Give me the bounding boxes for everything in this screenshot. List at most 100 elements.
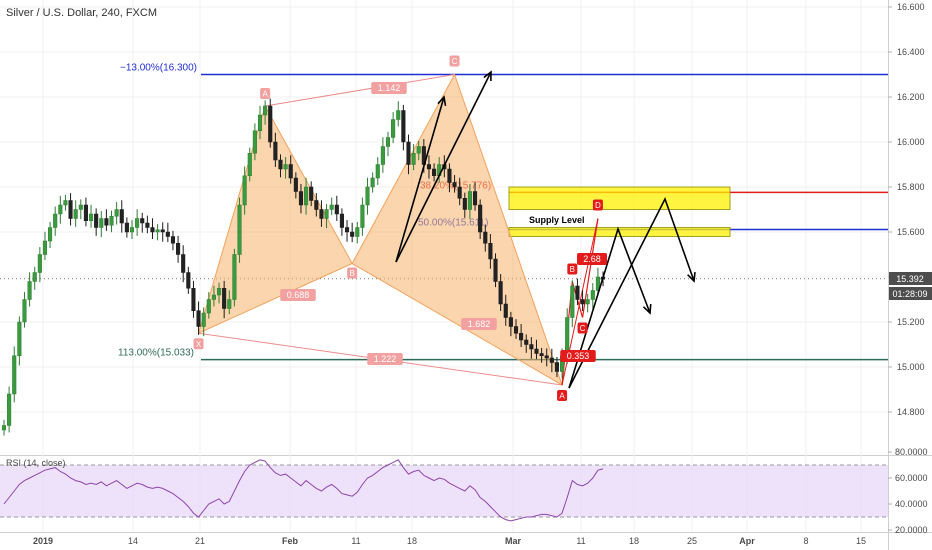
pattern-triangle-bcd[interactable]	[351, 73, 563, 387]
projection-arrow-up[interactable]	[395, 96, 445, 263]
candle[interactable]	[508, 317, 513, 327]
candle[interactable]	[83, 204, 88, 221]
candle[interactable]	[319, 209, 324, 219]
candle[interactable]	[22, 299, 27, 323]
candle[interactable]	[350, 231, 355, 237]
candle[interactable]	[570, 285, 575, 318]
candle[interactable]	[334, 204, 339, 215]
candle[interactable]	[585, 299, 590, 305]
candle[interactable]	[196, 310, 201, 327]
candle[interactable]	[37, 254, 42, 273]
candle[interactable]	[7, 393, 12, 426]
candle[interactable]	[462, 198, 467, 210]
candle[interactable]	[529, 344, 534, 350]
candle[interactable]	[339, 213, 344, 228]
candle[interactable]	[27, 281, 32, 300]
candle[interactable]	[58, 204, 63, 215]
candle[interactable]	[360, 204, 365, 228]
candle[interactable]	[483, 231, 488, 244]
candle[interactable]	[145, 222, 150, 228]
candle[interactable]	[595, 276, 600, 291]
candle[interactable]	[432, 168, 437, 176]
candle[interactable]	[155, 229, 160, 233]
candle[interactable]	[498, 281, 503, 305]
candle[interactable]	[380, 146, 385, 165]
candle[interactable]	[554, 362, 560, 372]
candle[interactable]	[206, 299, 211, 314]
candle[interactable]	[457, 186, 462, 199]
candle[interactable]	[288, 164, 293, 179]
candle[interactable]	[186, 272, 191, 289]
candle[interactable]	[237, 204, 242, 255]
candle[interactable]	[222, 288, 227, 309]
candle[interactable]	[344, 227, 350, 233]
candle[interactable]	[68, 200, 73, 219]
candle[interactable]	[232, 254, 237, 300]
candle[interactable]	[549, 357, 554, 363]
candle[interactable]	[365, 186, 370, 206]
candle[interactable]	[304, 186, 309, 206]
candle[interactable]	[268, 105, 273, 143]
candle[interactable]	[42, 240, 48, 255]
candle[interactable]	[298, 191, 304, 206]
projection-line-bc[interactable]	[395, 71, 492, 263]
candle[interactable]	[216, 288, 222, 296]
candle[interactable]	[524, 339, 529, 345]
candle[interactable]	[416, 146, 421, 154]
candle[interactable]	[503, 303, 508, 318]
candle[interactable]	[355, 227, 360, 237]
candle[interactable]	[396, 110, 401, 120]
projection-arrow-1[interactable]	[568, 226, 651, 389]
candle[interactable]	[472, 191, 478, 206]
candle[interactable]	[252, 130, 257, 154]
candle[interactable]	[278, 159, 283, 170]
candle[interactable]	[247, 153, 252, 176]
pattern-triangle-xab[interactable]	[197, 104, 353, 335]
candle[interactable]	[257, 114, 263, 131]
candle[interactable]	[391, 119, 396, 138]
candle[interactable]	[140, 218, 145, 224]
candle[interactable]	[580, 299, 585, 305]
candle[interactable]	[293, 177, 298, 192]
candle[interactable]	[181, 254, 186, 273]
candle[interactable]	[78, 204, 83, 210]
candle[interactable]	[406, 141, 411, 165]
candle[interactable]	[467, 191, 472, 210]
rsi-line[interactable]	[3, 459, 604, 522]
candle[interactable]	[283, 164, 288, 170]
candle[interactable]	[370, 177, 375, 188]
candle[interactable]	[227, 299, 232, 309]
candle[interactable]	[104, 218, 109, 226]
candle[interactable]	[99, 218, 104, 228]
candle[interactable]	[478, 204, 483, 233]
candle[interactable]	[242, 175, 247, 206]
candle[interactable]	[273, 141, 278, 161]
candle[interactable]	[493, 258, 498, 282]
candle[interactable]	[119, 209, 124, 224]
candle[interactable]	[129, 227, 135, 233]
candle[interactable]	[160, 229, 165, 233]
supply-zone-0[interactable]	[508, 186, 731, 210]
candle[interactable]	[411, 153, 416, 165]
candle[interactable]	[150, 227, 155, 233]
candle[interactable]	[176, 243, 181, 255]
candle[interactable]	[329, 204, 334, 210]
candle[interactable]	[165, 231, 170, 237]
candle[interactable]	[124, 222, 129, 233]
candle[interactable]	[201, 312, 206, 327]
candle[interactable]	[170, 236, 176, 244]
candle[interactable]	[109, 216, 114, 226]
candle[interactable]	[534, 348, 539, 354]
candle[interactable]	[309, 186, 314, 201]
candle[interactable]	[385, 137, 391, 147]
candle[interactable]	[314, 200, 319, 210]
candle[interactable]	[375, 164, 380, 179]
candle[interactable]	[48, 227, 53, 242]
candle[interactable]	[539, 353, 544, 356]
candle[interactable]	[73, 209, 78, 219]
candle[interactable]	[1, 425, 7, 431]
candle[interactable]	[544, 355, 549, 359]
candle[interactable]	[191, 288, 196, 311]
candle[interactable]	[211, 294, 216, 300]
